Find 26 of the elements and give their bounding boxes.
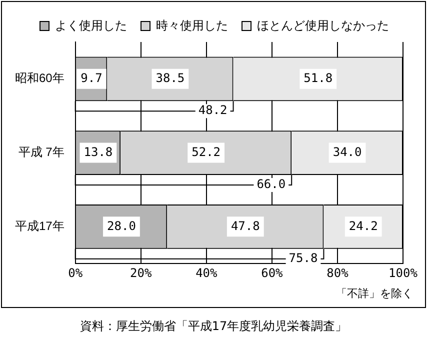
x-tick-label: 80% xyxy=(326,266,350,280)
data-label: 13.8 xyxy=(84,144,113,159)
legend-label: 時々使用した xyxy=(156,18,228,32)
x-tick-label: 20% xyxy=(130,266,152,280)
data-label: 52.2 xyxy=(192,144,221,159)
y-tick-label: 昭和60年 xyxy=(14,71,64,86)
annotation: 75.8 xyxy=(288,250,318,265)
annotation: 48.2 xyxy=(198,103,228,118)
y-tick-label: 平成 7年 xyxy=(18,145,64,160)
legend-label: ほとんど使用しなかった xyxy=(257,18,389,32)
x-tick-label: 0% xyxy=(68,266,84,280)
data-label: 51.8 xyxy=(304,71,333,86)
data-label: 9.7 xyxy=(80,71,102,86)
legend-label: よく使用した xyxy=(55,18,127,32)
x-tick-label: 100% xyxy=(388,266,418,280)
x-tick-label: 40% xyxy=(196,266,218,280)
text: 「不詳」を除く xyxy=(336,286,413,301)
y-tick-label: 平成17年 xyxy=(14,218,64,233)
data-label: 28.0 xyxy=(107,218,136,233)
annotation: 66.0 xyxy=(256,177,286,192)
text: 資料：厚生労働省「平成17年度乳幼児栄養調査」 xyxy=(78,318,348,335)
data-label: 24.2 xyxy=(348,218,378,233)
x-tick-label: 60% xyxy=(261,266,284,280)
data-label: 38.5 xyxy=(156,71,185,86)
data-label: 34.0 xyxy=(332,144,362,159)
data-label: 47.8 xyxy=(230,218,260,233)
